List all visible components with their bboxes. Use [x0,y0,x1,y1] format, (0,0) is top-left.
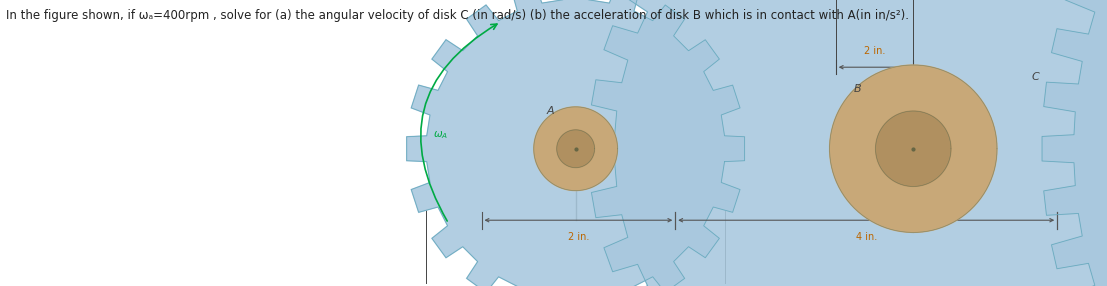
Text: 2 in.: 2 in. [568,232,589,242]
Text: In the figure shown, if ωₐ=400rpm , solve for (a) the angular velocity of disk C: In the figure shown, if ωₐ=400rpm , solv… [6,9,909,21]
Polygon shape [1042,0,1107,286]
Polygon shape [406,0,745,286]
Text: C: C [1031,72,1039,82]
Polygon shape [829,65,997,233]
Polygon shape [589,0,1107,286]
Polygon shape [876,111,951,186]
Text: 2 in.: 2 in. [863,46,886,56]
Text: A: A [547,106,554,116]
Text: $\omega_A$: $\omega_A$ [433,129,448,141]
Polygon shape [534,107,618,190]
Text: 4 in.: 4 in. [856,232,877,242]
Polygon shape [557,130,594,168]
Text: B: B [855,84,861,94]
